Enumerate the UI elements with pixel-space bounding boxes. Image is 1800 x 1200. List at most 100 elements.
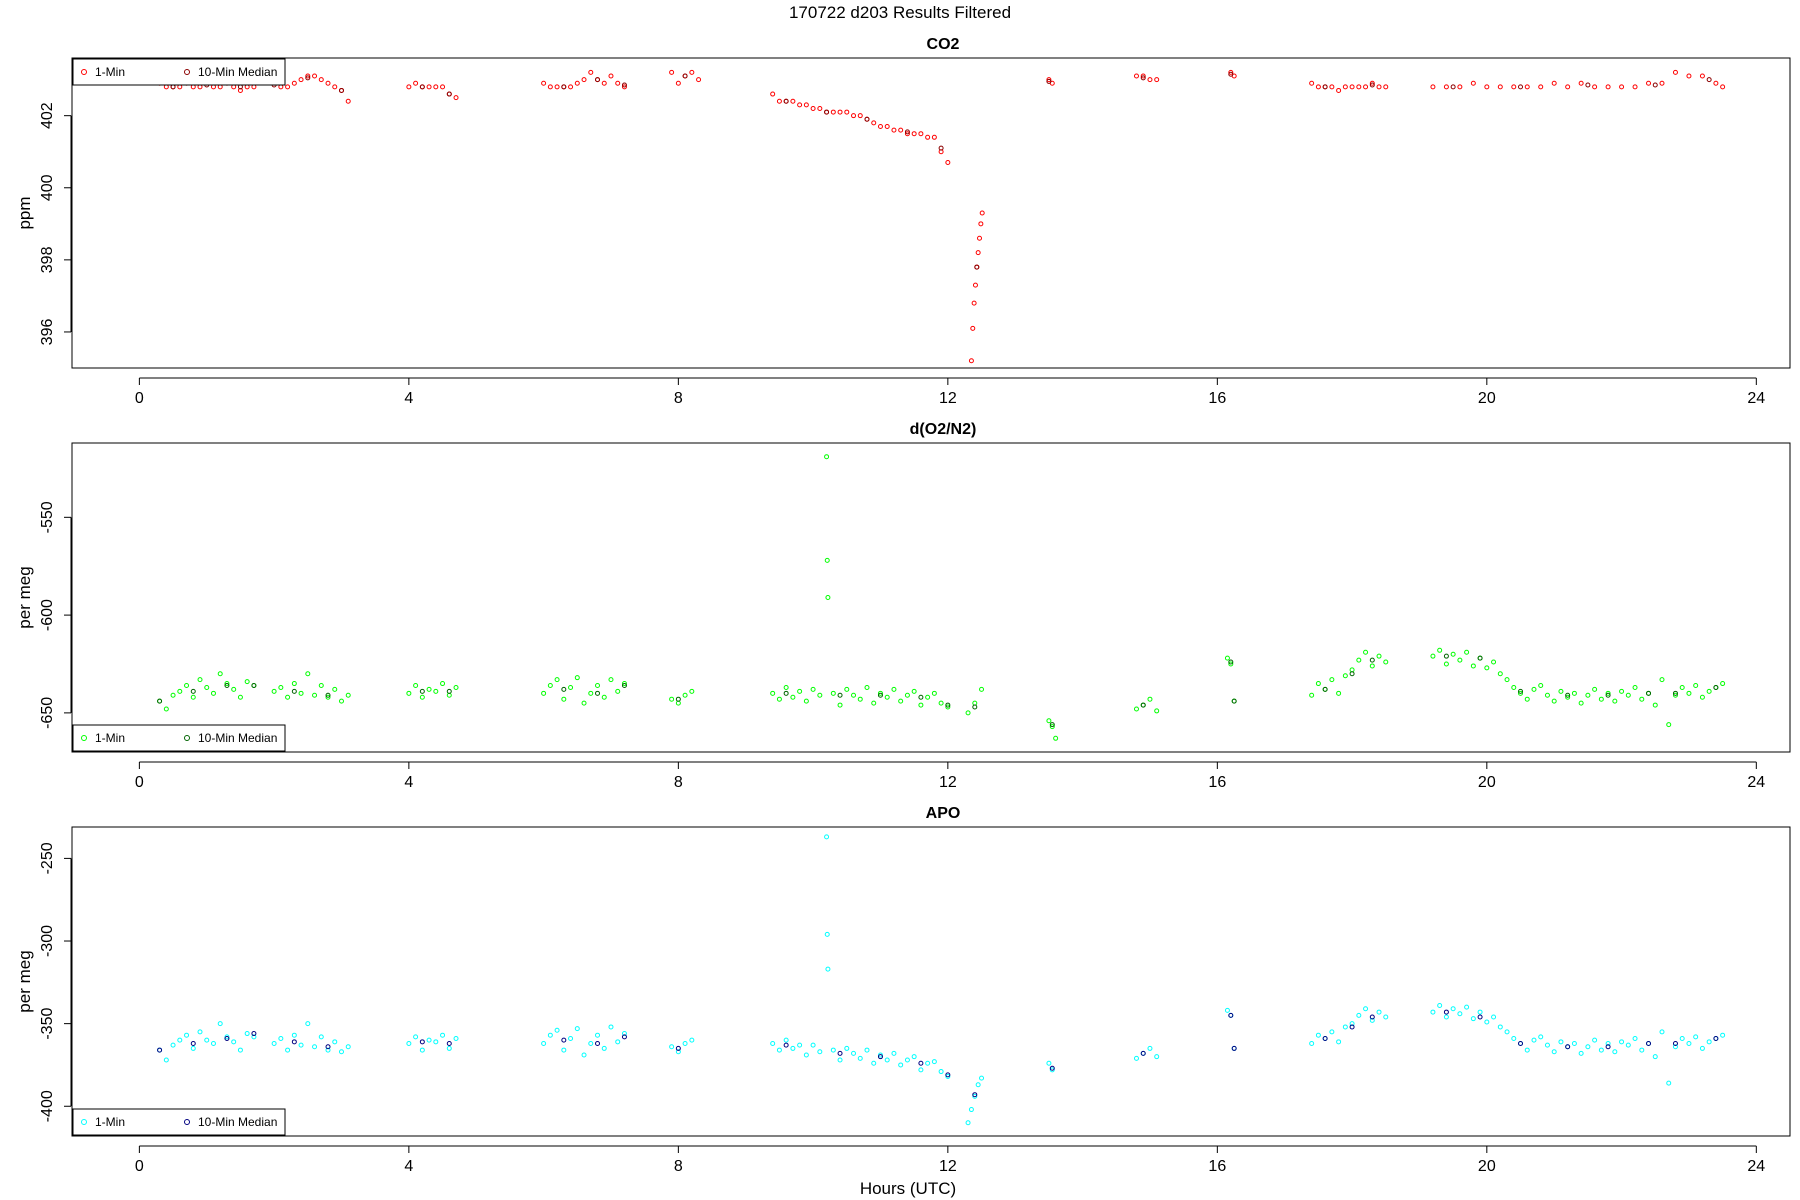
data-point [1720, 84, 1726, 90]
data-point [615, 80, 621, 86]
data-point [1699, 73, 1705, 79]
data-point [1612, 698, 1618, 704]
data-point [312, 1044, 318, 1050]
panel-apo: APO per meg 0 4 8 12 16 20 24 -400 -350 -300 -250 1-M… [15, 805, 1791, 1175]
data-point [1363, 84, 1369, 90]
data-point [1592, 686, 1598, 692]
data-point [770, 91, 776, 97]
y-axis-label-apo: per meg [15, 950, 34, 1012]
data-point [911, 688, 917, 694]
data-point [925, 134, 931, 140]
data-point [1625, 1042, 1631, 1048]
data-point [938, 700, 944, 706]
data-point [974, 264, 980, 270]
data-point [574, 1026, 580, 1032]
x-tick-label-o2n2: 4 [404, 774, 413, 791]
data-point [413, 80, 419, 86]
legend-label-1min-apo: 1-Min [95, 1115, 125, 1129]
data-point [1376, 653, 1382, 659]
data-point [783, 1042, 789, 1048]
data-point [977, 235, 983, 241]
data-point [783, 1037, 789, 1043]
x-tick-label-co2: 4 [404, 390, 413, 407]
legend-box-o2n2 [72, 724, 286, 752]
data-point [1578, 1050, 1584, 1056]
data-point [595, 683, 601, 689]
legend-box-co2 [72, 58, 286, 86]
data-point [1443, 1014, 1449, 1020]
data-point [1329, 1029, 1335, 1035]
panel-title-apo: APO [926, 805, 961, 822]
data-point [864, 684, 870, 690]
legend-label-median-o2n2: 10-Min Median [198, 731, 277, 745]
data-point [884, 1057, 890, 1063]
data-point [413, 683, 419, 689]
data-point [1646, 80, 1652, 86]
data-point [857, 696, 863, 702]
data-point [615, 688, 621, 694]
legend-marker-median-o2n2 [184, 735, 190, 741]
data-point [285, 1047, 291, 1053]
data-point [810, 1042, 816, 1048]
x-tick-label-o2n2: 8 [674, 774, 683, 791]
data-point [971, 300, 977, 306]
data-point [1336, 690, 1342, 696]
data-point [1133, 706, 1139, 712]
data-point [972, 1092, 978, 1098]
data-point [419, 1047, 425, 1053]
data-point [561, 696, 567, 702]
data-point [817, 105, 823, 111]
data-point [1565, 692, 1571, 698]
data-point [911, 131, 917, 137]
data-point [1544, 1042, 1550, 1048]
data-point [1147, 696, 1153, 702]
plot-frame-apo [71, 826, 1791, 1137]
y-axis-label-o2n2: per meg [15, 566, 34, 628]
data-point [1430, 653, 1436, 659]
data-point [561, 686, 567, 692]
legend-label-1min-o2n2: 1-Min [95, 731, 125, 745]
data-point [204, 1037, 210, 1043]
legend-box-apo [72, 1108, 286, 1136]
data-point [345, 98, 351, 104]
data-point [825, 966, 831, 972]
data-point [898, 1062, 904, 1068]
data-point [675, 1049, 681, 1055]
data-point [972, 282, 978, 288]
data-point [170, 1042, 176, 1048]
data-point [682, 73, 688, 79]
data-point [1464, 649, 1470, 655]
data-point [1585, 82, 1591, 88]
data-point [1309, 1040, 1315, 1046]
data-point [217, 671, 223, 677]
data-point [938, 1069, 944, 1075]
data-point [1598, 696, 1604, 702]
data-point [251, 1034, 257, 1040]
data-point [945, 704, 951, 710]
data-point [669, 1044, 675, 1050]
data-point [1686, 73, 1692, 79]
data-point [817, 1049, 823, 1055]
data-point [568, 84, 574, 90]
data-point [1491, 1014, 1497, 1020]
data-point [1619, 1039, 1625, 1045]
data-point [224, 1034, 230, 1040]
data-point [972, 704, 978, 710]
data-point [1551, 80, 1557, 86]
x-tick-label-co2: 12 [939, 390, 957, 407]
data-point [1672, 690, 1678, 696]
data-point [224, 681, 230, 687]
data-point [1706, 77, 1712, 83]
data-point [1437, 1002, 1443, 1008]
data-point [877, 123, 883, 129]
data-point [541, 80, 547, 86]
data-point [1329, 677, 1335, 683]
data-point [851, 692, 857, 698]
data-point [1309, 692, 1315, 698]
data-point [1619, 688, 1625, 694]
data-point [406, 1040, 412, 1046]
data-point [803, 1052, 809, 1058]
data-point [1046, 1060, 1052, 1066]
data-point [446, 1040, 452, 1046]
x-tick-label-apo: 4 [404, 1158, 413, 1175]
